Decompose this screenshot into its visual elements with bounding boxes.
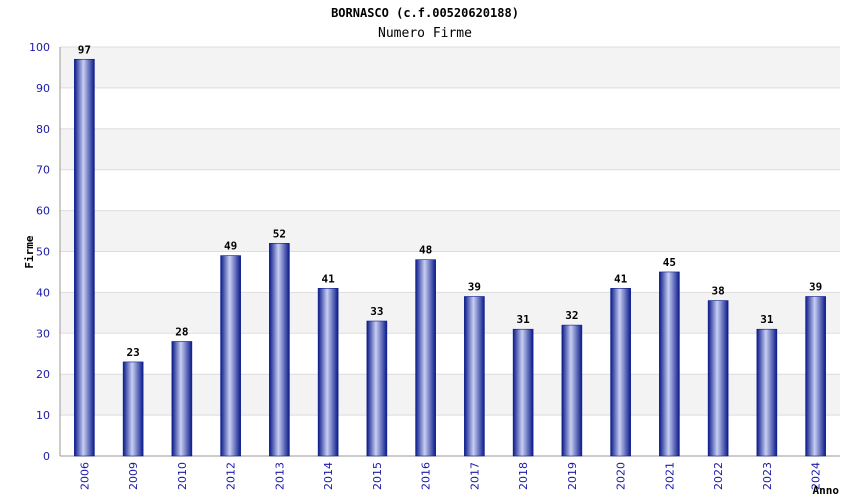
y-tick-label: 50 <box>36 246 50 259</box>
x-tick-label: 2023 <box>761 462 774 490</box>
x-tick-label: 2020 <box>615 462 628 490</box>
value-label: 39 <box>809 280 822 293</box>
value-label: 23 <box>127 346 140 359</box>
value-label: 97 <box>78 43 91 56</box>
y-tick-labels: 0 10 20 30 40 50 60 70 80 90 100 <box>29 41 50 463</box>
x-axis-label: Anno <box>813 484 840 497</box>
value-label: 28 <box>175 325 188 338</box>
x-tick-label: 2013 <box>273 462 286 490</box>
value-label: 48 <box>419 244 432 257</box>
bar <box>171 341 193 457</box>
value-label: 38 <box>712 285 725 298</box>
value-labels: 97 23 28 49 52 41 33 48 39 31 32 41 45 38 31 39 <box>78 43 823 359</box>
value-label: 31 <box>760 313 774 326</box>
bar <box>269 243 290 457</box>
y-tick-label: 60 <box>36 205 50 218</box>
y-tick-label: 0 <box>43 450 50 463</box>
bar <box>415 259 436 457</box>
y-tick-label: 40 <box>36 286 50 299</box>
grid-band <box>60 251 840 293</box>
value-label: 32 <box>565 309 578 322</box>
x-tick-label: 2021 <box>663 462 676 490</box>
value-label: 31 <box>517 313 531 326</box>
grid-band <box>60 210 840 252</box>
value-label: 39 <box>468 280 481 293</box>
x-tick-labels: 2006 2009 2010 2012 2013 2014 2015 2016 2017 2018… <box>78 462 822 490</box>
value-label: 52 <box>273 227 286 240</box>
bars <box>74 58 826 457</box>
y-tick-label: 70 <box>36 164 50 177</box>
y-tick-label: 100 <box>29 41 50 54</box>
bar <box>610 288 631 457</box>
bar <box>366 320 388 457</box>
chart-title: BORNASCO (c.f.00520620188) <box>331 6 519 20</box>
bar <box>805 296 826 457</box>
x-tick-label: 2015 <box>371 462 384 490</box>
value-label: 45 <box>663 256 676 269</box>
bar <box>317 288 339 457</box>
value-label: 41 <box>614 272 628 285</box>
y-tick-label: 80 <box>36 123 50 136</box>
bar <box>707 300 729 457</box>
x-tick-label: 2017 <box>468 462 481 490</box>
x-tick-label: 2010 <box>176 462 189 490</box>
x-tick-label: 2016 <box>420 462 433 490</box>
x-tick-label: 2018 <box>517 462 530 490</box>
x-tick-label: 2014 <box>322 462 335 490</box>
y-tick-label: 20 <box>36 368 50 381</box>
bar <box>464 296 485 457</box>
x-tick-label: 2009 <box>127 462 140 490</box>
grid-band <box>60 47 840 88</box>
bar <box>512 328 534 457</box>
value-label: 41 <box>322 272 336 285</box>
bar <box>74 58 95 457</box>
y-axis-label: Firme <box>23 235 36 268</box>
bar <box>561 324 583 457</box>
value-label: 33 <box>370 305 383 318</box>
y-tick-label: 90 <box>36 82 50 95</box>
bar <box>659 271 680 457</box>
chart-subtitle: Numero Firme <box>378 26 472 41</box>
bar <box>122 361 144 457</box>
x-tick-label: 2022 <box>712 462 725 490</box>
grid-band <box>60 169 840 211</box>
bar <box>220 255 241 457</box>
x-tick-label: 2024 <box>810 462 823 490</box>
y-tick-label: 10 <box>36 409 50 422</box>
x-tick-label: 2006 <box>78 462 91 490</box>
y-tick-label: 30 <box>36 327 50 340</box>
x-tick-label: 2019 <box>566 462 579 490</box>
value-label: 49 <box>224 240 237 253</box>
bar <box>756 328 778 457</box>
grid-band <box>60 128 840 170</box>
grid-band <box>60 87 840 129</box>
x-tick-label: 2012 <box>225 462 238 490</box>
